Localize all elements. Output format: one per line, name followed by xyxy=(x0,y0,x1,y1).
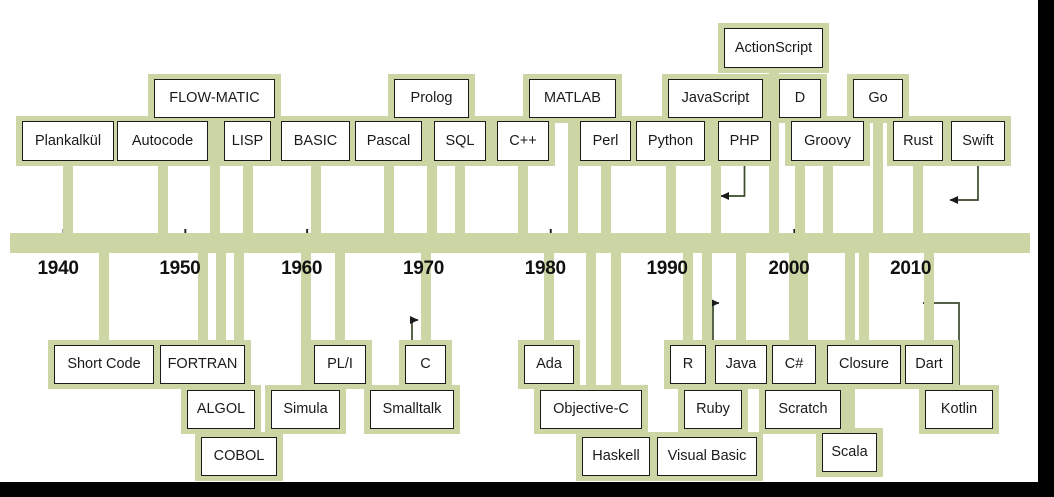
language-box-pl-i[interactable]: PL/I xyxy=(314,345,366,384)
language-box-plankalk-l[interactable]: Plankalkül xyxy=(22,121,114,161)
year-label-1980: 1980 xyxy=(524,258,566,279)
language-box-objective-c[interactable]: Objective-C xyxy=(540,390,642,429)
language-box-scala[interactable]: Scala xyxy=(822,433,877,472)
language-label: Java xyxy=(725,356,757,373)
language-label: PHP xyxy=(729,132,760,149)
language-box-ruby[interactable]: Ruby xyxy=(684,390,742,429)
language-label: LISP xyxy=(231,132,264,149)
language-label: ActionScript xyxy=(734,39,813,56)
language-label: MATLAB xyxy=(544,90,601,107)
language-box-scratch[interactable]: Scratch xyxy=(765,390,841,429)
year-label-1940: 1940 xyxy=(37,258,79,279)
language-box-visual-basic[interactable]: Visual Basic xyxy=(657,437,757,476)
year-label-2010: 2010 xyxy=(890,258,932,279)
language-label: Python xyxy=(647,132,694,149)
language-box-actionscript[interactable]: ActionScript xyxy=(724,28,823,68)
language-box-swift[interactable]: Swift xyxy=(951,121,1005,161)
language-box-matlab[interactable]: MATLAB xyxy=(529,79,616,118)
connector-php xyxy=(720,161,746,200)
language-box-pascal[interactable]: Pascal xyxy=(355,121,422,161)
language-label: C++ xyxy=(509,132,537,149)
language-box-algol[interactable]: ALGOL xyxy=(187,390,255,429)
timeline-canvas: Plankalkül Autocode FLOW-MATIC LISP BASIC Pas… xyxy=(0,0,1038,482)
language-box-prolog[interactable]: Prolog xyxy=(394,79,469,118)
year-label-1970: 1970 xyxy=(402,258,445,279)
language-box-go[interactable]: Go xyxy=(853,79,903,118)
language-label: Perl xyxy=(592,132,619,149)
connector-kotlin xyxy=(922,299,960,390)
year-label-2000: 2000 xyxy=(768,258,810,279)
language-label: Ada xyxy=(536,356,562,373)
language-label: COBOL xyxy=(213,448,265,465)
language-box-rust[interactable]: Rust xyxy=(893,121,943,161)
language-box-ada[interactable]: Ada xyxy=(524,345,574,384)
language-label: PL/I xyxy=(327,356,353,373)
year-label-1960: 1960 xyxy=(281,258,323,279)
language-box-lisp[interactable]: LISP xyxy=(224,121,271,161)
language-box-basic[interactable]: BASIC xyxy=(281,121,350,161)
language-box-c[interactable]: C xyxy=(405,345,446,384)
language-box-java[interactable]: Java xyxy=(715,345,767,384)
language-box-closure[interactable]: Closure xyxy=(827,345,901,384)
language-label: Short Code xyxy=(67,356,141,373)
language-label: JavaScript xyxy=(681,90,750,107)
language-box-sql[interactable]: SQL xyxy=(434,121,486,161)
language-label: Go xyxy=(868,90,888,107)
language-label: D xyxy=(794,90,806,107)
language-label: Smalltalk xyxy=(382,401,442,418)
language-box-dart[interactable]: Dart xyxy=(905,345,953,384)
language-box-smalltalk[interactable]: Smalltalk xyxy=(370,390,454,429)
language-label: C# xyxy=(784,356,804,373)
language-box-r[interactable]: R xyxy=(670,345,706,384)
language-label: Scala xyxy=(831,444,868,461)
language-box-simula[interactable]: Simula xyxy=(271,390,340,429)
language-box-short-code[interactable]: Short Code xyxy=(54,345,154,384)
language-box-fortran[interactable]: FORTRAN xyxy=(160,345,245,384)
language-label: Prolog xyxy=(410,90,453,107)
language-label: Autocode xyxy=(131,132,194,149)
language-box-cobol[interactable]: COBOL xyxy=(201,437,277,476)
language-box-groovy[interactable]: Groovy xyxy=(791,121,864,161)
language-label: BASIC xyxy=(293,132,338,149)
language-box-kotlin[interactable]: Kotlin xyxy=(925,390,993,429)
language-label: R xyxy=(682,356,694,373)
language-label: Closure xyxy=(839,356,889,373)
connector-line-layer xyxy=(22,68,1031,437)
language-box-python[interactable]: Python xyxy=(636,121,705,161)
language-label: Scratch xyxy=(778,401,828,418)
language-box-c[interactable]: C# xyxy=(772,345,816,384)
language-box-flow-matic[interactable]: FLOW-MATIC xyxy=(154,79,275,118)
language-label: C xyxy=(420,356,431,373)
language-label: Kotlin xyxy=(940,401,978,418)
language-label: Plankalkül xyxy=(34,132,102,149)
language-box-c[interactable]: C++ xyxy=(497,121,549,161)
language-label: SQL xyxy=(445,132,475,149)
language-label: Ruby xyxy=(696,401,730,418)
language-box-haskell[interactable]: Haskell xyxy=(582,437,650,476)
language-label: Swift xyxy=(962,132,994,149)
language-label: FORTRAN xyxy=(167,356,238,373)
language-label: Objective-C xyxy=(553,401,629,418)
language-label: Pascal xyxy=(366,132,411,149)
language-box-php[interactable]: PHP xyxy=(718,121,771,161)
language-label: Rust xyxy=(903,132,933,149)
language-label: Visual Basic xyxy=(667,448,747,465)
language-label: Dart xyxy=(915,356,943,373)
year-label-1990: 1990 xyxy=(646,258,688,279)
language-box-autocode[interactable]: Autocode xyxy=(117,121,208,161)
language-label: Haskell xyxy=(592,448,640,465)
language-label: Simula xyxy=(283,401,328,418)
language-label: ALGOL xyxy=(196,401,246,418)
language-box-d[interactable]: D xyxy=(779,79,821,118)
connector-swift xyxy=(949,161,979,204)
language-box-perl[interactable]: Perl xyxy=(580,121,631,161)
language-box-javascript[interactable]: JavaScript xyxy=(668,79,763,118)
language-label: Groovy xyxy=(804,132,851,149)
language-label: FLOW-MATIC xyxy=(169,90,260,107)
year-label-1950: 1950 xyxy=(159,258,201,279)
